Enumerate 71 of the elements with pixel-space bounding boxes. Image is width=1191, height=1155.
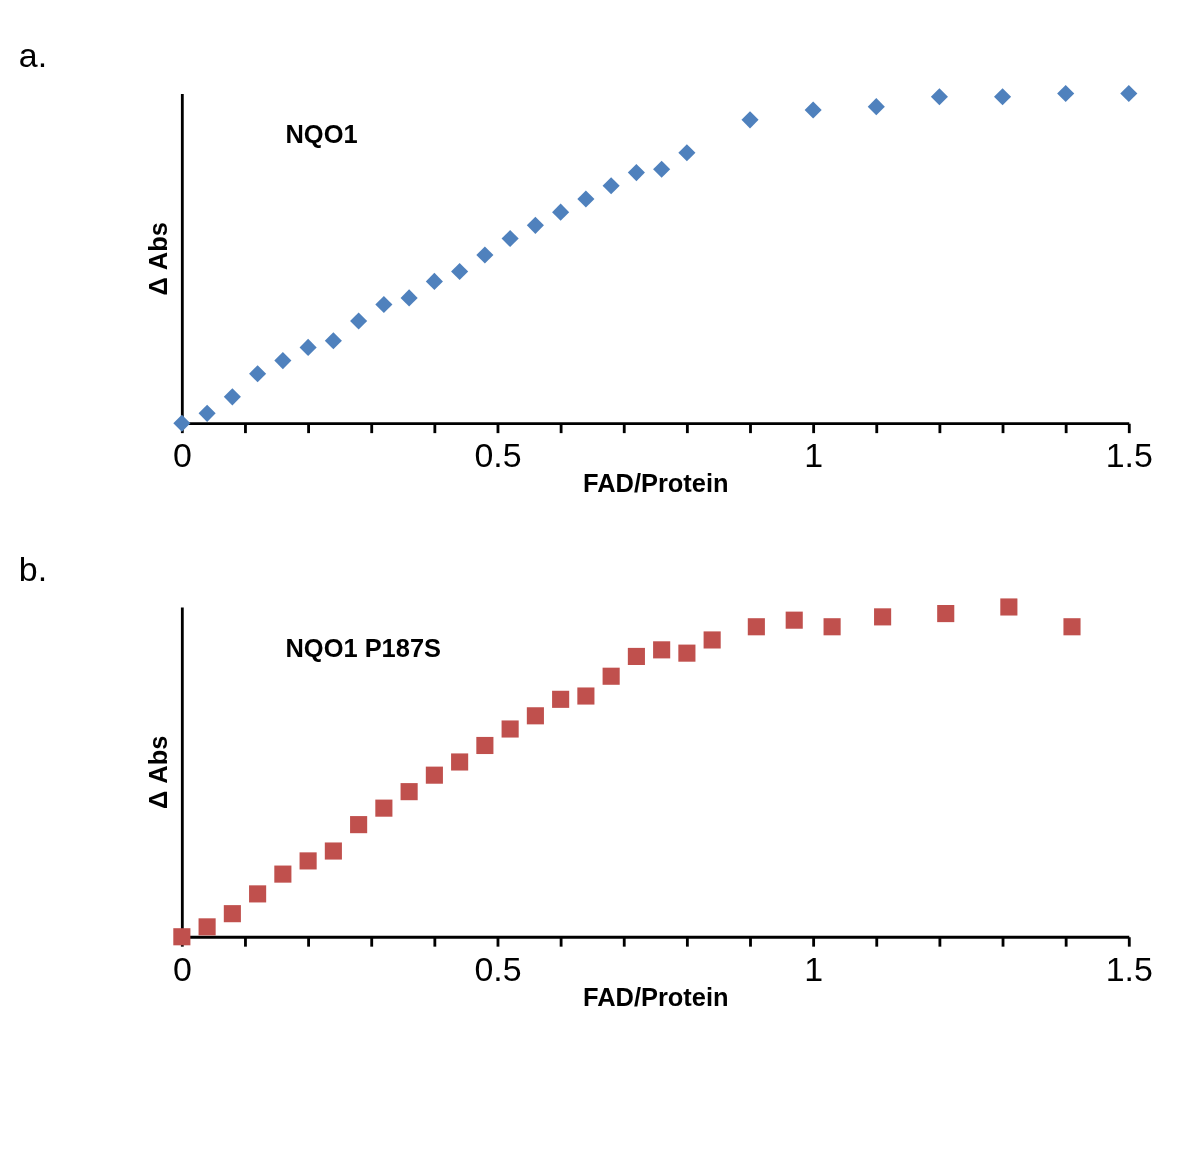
point xyxy=(602,667,620,685)
x-tick-label: 0.5 xyxy=(474,949,522,988)
point xyxy=(249,885,267,903)
point xyxy=(425,766,443,784)
point xyxy=(678,644,696,662)
chart-title: b. xyxy=(18,549,48,588)
point xyxy=(678,144,696,162)
point xyxy=(375,295,393,314)
chart-title: a. xyxy=(18,36,48,75)
x-tick-label: 1 xyxy=(804,436,824,475)
y-axis-title: Δ Abs xyxy=(144,222,173,296)
point xyxy=(1063,618,1081,636)
point xyxy=(703,631,721,649)
point xyxy=(476,736,494,755)
point xyxy=(804,101,822,119)
x-axis-title: FAD/Protein xyxy=(583,983,729,1012)
point xyxy=(552,690,570,708)
point xyxy=(627,647,645,665)
point xyxy=(299,852,317,870)
point xyxy=(274,352,292,370)
text: NQO1 xyxy=(285,120,358,149)
x-tick-label: 0 xyxy=(172,949,192,988)
point xyxy=(741,111,759,129)
point xyxy=(577,190,595,208)
point xyxy=(526,216,544,234)
point xyxy=(274,865,292,883)
x-tick-label: 1.5 xyxy=(1105,436,1153,475)
point xyxy=(198,918,216,936)
x-tick-label: 0.5 xyxy=(474,436,522,475)
x-tick-label: 1 xyxy=(804,949,824,988)
point xyxy=(350,816,368,834)
point xyxy=(1057,84,1075,103)
point xyxy=(823,618,841,636)
text: NQO1 P187S xyxy=(285,633,442,662)
point xyxy=(324,842,342,860)
point xyxy=(602,177,620,195)
point xyxy=(653,641,671,659)
point xyxy=(451,753,469,771)
point xyxy=(299,338,317,356)
x-tick-label: 1.5 xyxy=(1105,949,1153,988)
point xyxy=(425,272,443,290)
point xyxy=(476,246,494,264)
point xyxy=(324,332,342,350)
point xyxy=(223,905,241,923)
x-axis-title: FAD/Protein xyxy=(583,469,729,498)
point xyxy=(785,611,803,629)
point xyxy=(653,160,671,178)
point xyxy=(400,783,418,801)
point xyxy=(867,98,885,116)
point xyxy=(552,203,570,221)
point xyxy=(937,605,955,623)
point xyxy=(501,230,519,248)
point xyxy=(1120,84,1138,103)
point xyxy=(350,312,368,330)
point xyxy=(874,608,892,626)
point xyxy=(198,404,216,422)
point xyxy=(747,618,765,636)
point xyxy=(1000,598,1018,616)
point xyxy=(993,88,1012,106)
point xyxy=(501,720,519,738)
point xyxy=(627,164,645,182)
y-axis-title: Δ Abs xyxy=(144,735,173,810)
point xyxy=(577,687,595,705)
point xyxy=(249,365,267,383)
point xyxy=(930,88,948,106)
point xyxy=(526,707,544,725)
point xyxy=(375,799,393,817)
x-tick-label: 0 xyxy=(172,436,192,475)
point xyxy=(223,388,241,406)
point xyxy=(400,289,418,307)
point xyxy=(451,262,469,281)
